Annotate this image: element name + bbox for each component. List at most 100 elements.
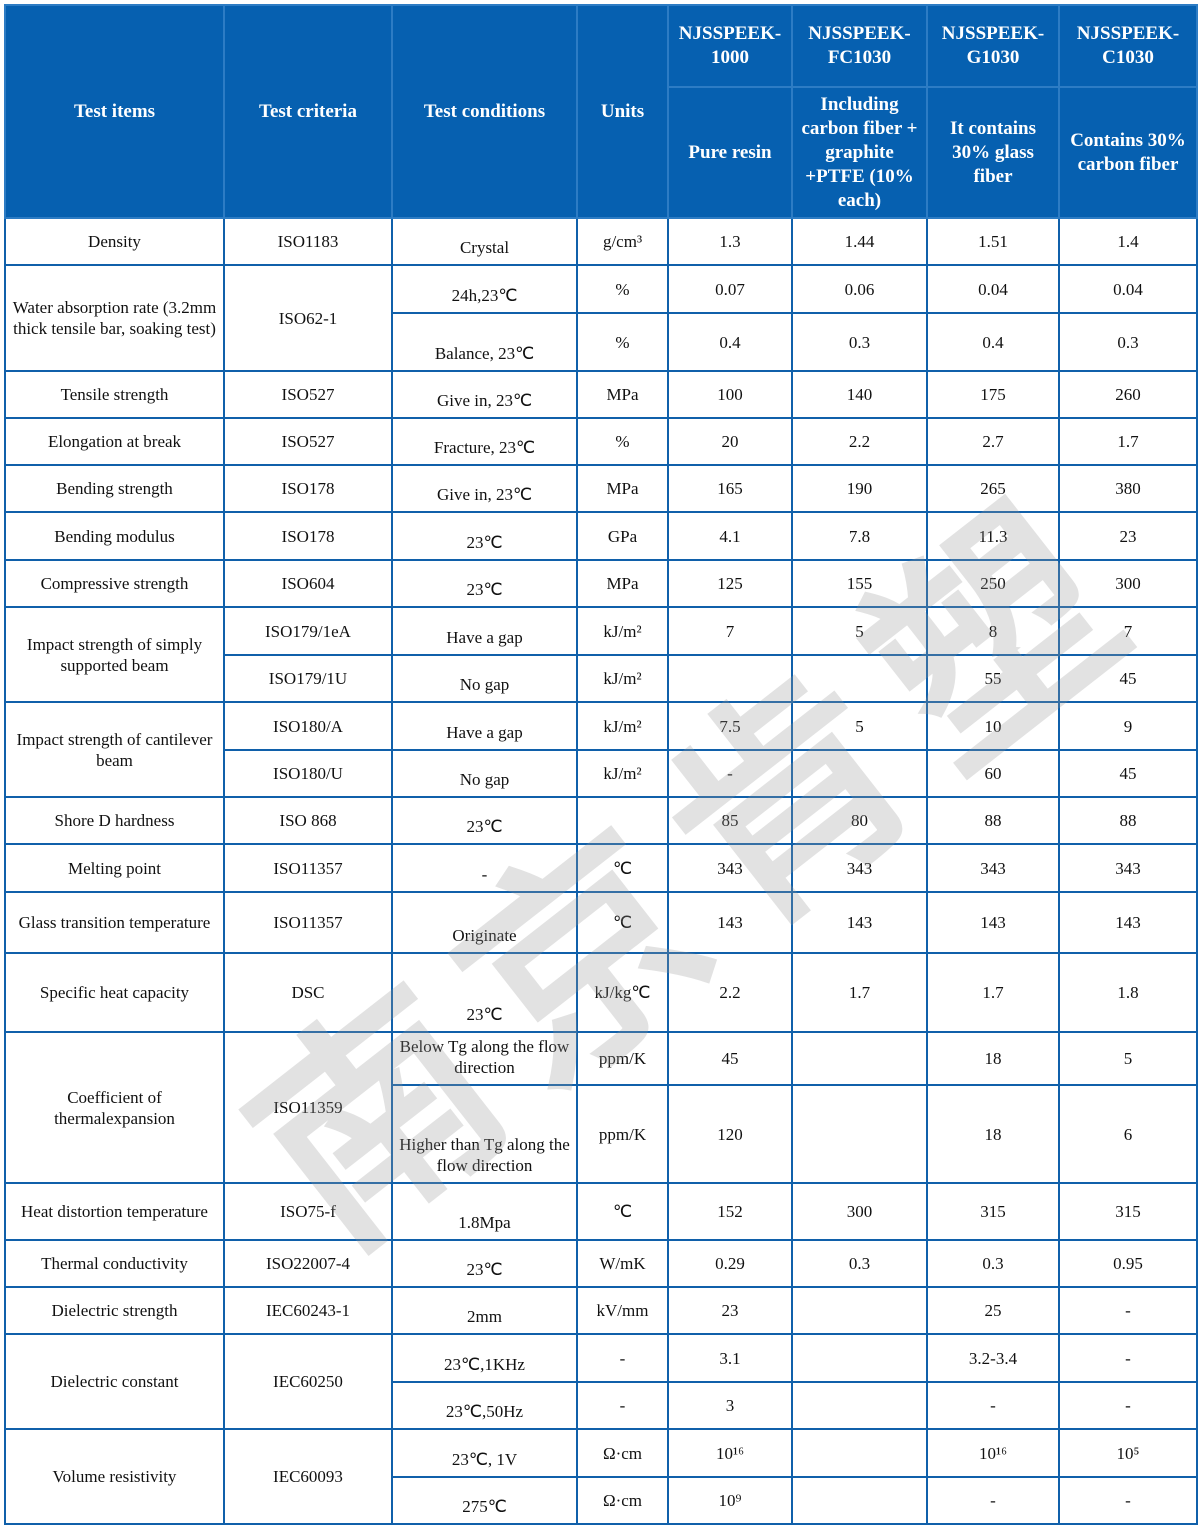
test-item: Tensile strength (4, 370, 225, 419)
value-cell: 23 (1058, 511, 1198, 561)
value-cell: 4.1 (667, 511, 793, 561)
units: GPa (576, 511, 669, 561)
units (576, 796, 669, 845)
value-cell: 1.3 (667, 217, 793, 266)
units: % (576, 312, 669, 372)
test-item: Thermal conductivity (4, 1239, 225, 1288)
value-cell: 18 (926, 1031, 1060, 1086)
table-row: Higher than Tg along the flow direction p… (5, 1084, 1198, 1184)
header-model: NJSSPEEK-FC1030 (791, 4, 928, 88)
value-cell (791, 749, 928, 798)
value-cell (791, 654, 928, 703)
value-cell (791, 1476, 928, 1525)
units: MPa (576, 370, 669, 419)
value-cell: 5 (791, 701, 928, 751)
header-test-conditions: Test conditions (391, 4, 578, 219)
value-cell: - (926, 1381, 1060, 1430)
value-cell: 7.5 (667, 701, 793, 751)
test-item: Density (4, 217, 225, 266)
value-cell: 88 (926, 796, 1060, 845)
test-item: Coefficient of thermalexpansion (4, 1031, 225, 1184)
test-conditions: 23℃ (391, 559, 578, 608)
test-criteria: ISO180/U (223, 749, 393, 798)
table-row: Specific heat capacity DSC 23℃ kJ/kg℃ 2.2 1.7… (4, 952, 1198, 1033)
test-conditions: 1.8Mpa (391, 1182, 578, 1241)
test-criteria: IEC60250 (223, 1333, 393, 1430)
value-cell: 2.2 (791, 417, 928, 466)
units: MPa (576, 464, 669, 513)
value-cell: 0.95 (1058, 1239, 1198, 1288)
test-conditions: Have a gap (391, 606, 578, 656)
test-item: Compressive strength (4, 559, 225, 608)
units: kJ/m² (576, 606, 669, 656)
test-conditions: 23℃ (391, 1239, 578, 1288)
value-cell: 165 (667, 464, 793, 513)
test-conditions: No gap (391, 654, 578, 703)
units: g/cm³ (576, 217, 669, 266)
value-cell: 260 (1058, 370, 1198, 419)
value-cell: 0.04 (926, 264, 1060, 314)
header-units: Units (576, 4, 669, 219)
value-cell: 140 (791, 370, 928, 419)
table-row: Glass transition temperature ISO11357 Orig… (4, 891, 1198, 954)
value-cell: 5 (1058, 1031, 1198, 1086)
value-cell: 175 (926, 370, 1060, 419)
value-cell: - (926, 1476, 1060, 1525)
value-cell: 85 (667, 796, 793, 845)
test-criteria: ISO1183 (223, 217, 393, 266)
test-conditions: Give in, 23℃ (391, 464, 578, 513)
value-cell: 60 (926, 749, 1060, 798)
value-cell: 1.8 (1058, 952, 1198, 1033)
value-cell: 10 (926, 701, 1060, 751)
test-criteria: ISO604 (223, 559, 393, 608)
value-cell: 2.2 (667, 952, 793, 1033)
test-conditions: Originate (391, 891, 578, 954)
value-cell: 3.1 (667, 1333, 793, 1383)
table-row: Balance, 23℃% 0.4 0.3 0.4 0.3 (5, 312, 1198, 372)
value-cell: 45 (667, 1031, 793, 1086)
value-cell: 1.51 (926, 217, 1060, 266)
test-item: Glass transition temperature (4, 891, 225, 954)
table-row: Density ISO1183 Crystal g/cm³ 1.3 1.44 1.51 1.4 (4, 217, 1198, 266)
value-cell: 0.3 (1058, 312, 1198, 372)
value-cell: 343 (791, 843, 928, 893)
value-cell: - (1058, 1381, 1198, 1430)
value-cell: 23 (667, 1286, 793, 1335)
value-cell: 55 (926, 654, 1060, 703)
test-conditions: 23℃ (391, 511, 578, 561)
value-cell: 45 (1058, 749, 1198, 798)
test-criteria: ISO179/1eA (223, 606, 393, 656)
value-cell: 6 (1058, 1084, 1198, 1184)
value-cell: 143 (791, 891, 928, 954)
units: ℃ (576, 1182, 669, 1241)
value-cell: 265 (926, 464, 1060, 513)
table-row: Impact strength of cantilever beam ISO180… (4, 701, 1198, 798)
header-model: NJSSPEEK-C1030 (1058, 4, 1198, 88)
test-item: Dielectric strength (4, 1286, 225, 1335)
value-cell: 152 (667, 1182, 793, 1241)
table-row: ISO179/1U No gap kJ/m² 55 45 (5, 654, 1198, 703)
value-cell: 315 (1058, 1182, 1198, 1241)
units: kV/mm (576, 1286, 669, 1335)
table-row: Water absorption rate (3.2mm thick tensi… (4, 264, 1198, 372)
test-conditions: 23℃, 1V (391, 1428, 578, 1478)
units: ℃ (576, 891, 669, 954)
units: kJ/m² (576, 701, 669, 751)
value-cell: 7.8 (791, 511, 928, 561)
value-cell: 0.4 (667, 312, 793, 372)
test-criteria: ISO178 (223, 464, 393, 513)
value-cell: 1.7 (791, 952, 928, 1033)
value-cell: 143 (1058, 891, 1198, 954)
test-conditions: Give in, 23℃ (391, 370, 578, 419)
test-criteria: ISO 868 (223, 796, 393, 845)
value-cell (791, 1381, 928, 1430)
table-row: 275℃ Ω·cm 10⁹ - - (5, 1476, 1198, 1525)
header-test-criteria: Test criteria (223, 4, 393, 219)
units: kJ/kg℃ (576, 952, 669, 1033)
value-cell: 2.7 (926, 417, 1060, 466)
test-conditions: 23℃ (391, 952, 578, 1033)
value-cell: 80 (791, 796, 928, 845)
test-criteria: ISO527 (223, 370, 393, 419)
test-conditions: - (391, 843, 578, 893)
value-cell: 20 (667, 417, 793, 466)
